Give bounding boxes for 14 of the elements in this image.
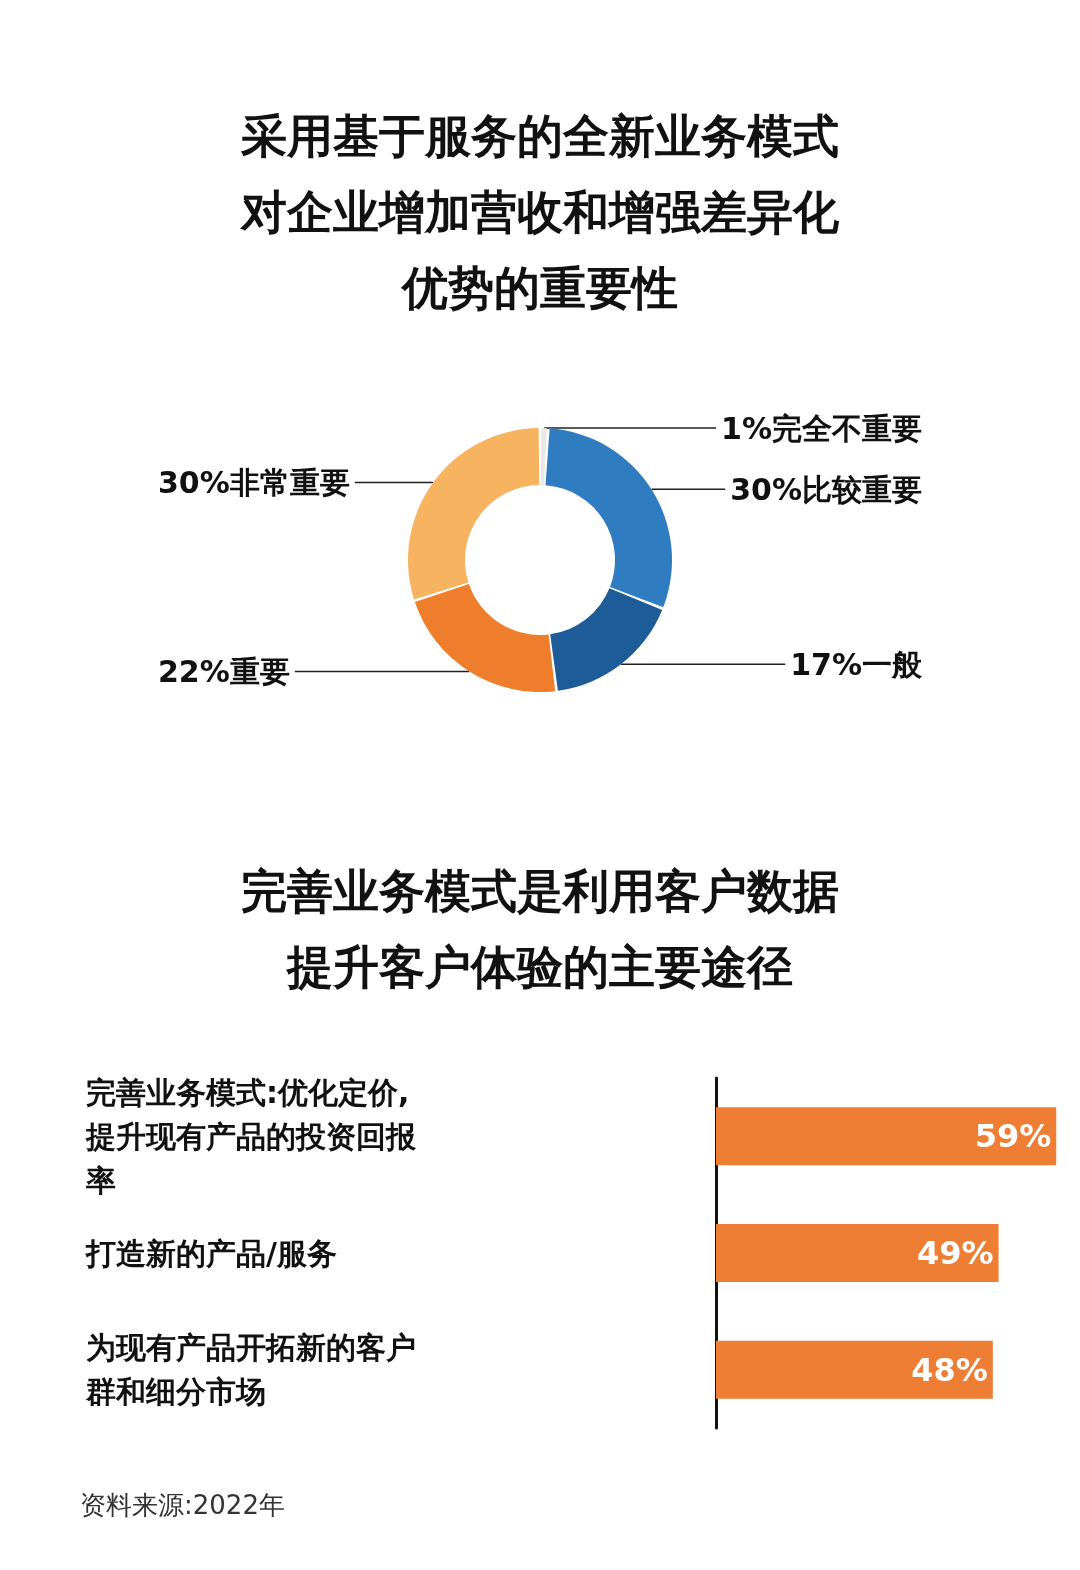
- data-label: 59%: [974, 1117, 1052, 1156]
- y-tick-label: 打造新的产品/服务: [84, 1235, 337, 1271]
- y-tick-label: 完善业务模式:优化定价,提升现有产品的投资回报率: [85, 1074, 417, 1198]
- data-label: 48%: [911, 1350, 988, 1389]
- data-label: 49%: [916, 1234, 994, 1272]
- slice-label: 1%完全不重要: [721, 410, 922, 446]
- slice-label: 17%一般: [790, 646, 923, 682]
- slice-label: 22%重要: [158, 653, 290, 689]
- chart-title: 完善业务模式是利用客户数据提升客户体验的主要途径: [241, 864, 839, 994]
- text: 资料来源:2022年: [80, 1490, 285, 1520]
- chart-title: 采用基于服务的全新业务模式对企业增加营收和增强差异化优势的重要性: [239, 109, 840, 315]
- y-tick-label: 为现有产品开拓新的客户群和细分市场: [85, 1330, 416, 1410]
- slice-label: 30%非常重要: [158, 464, 350, 500]
- slice-label: 30%比较重要: [730, 471, 922, 507]
